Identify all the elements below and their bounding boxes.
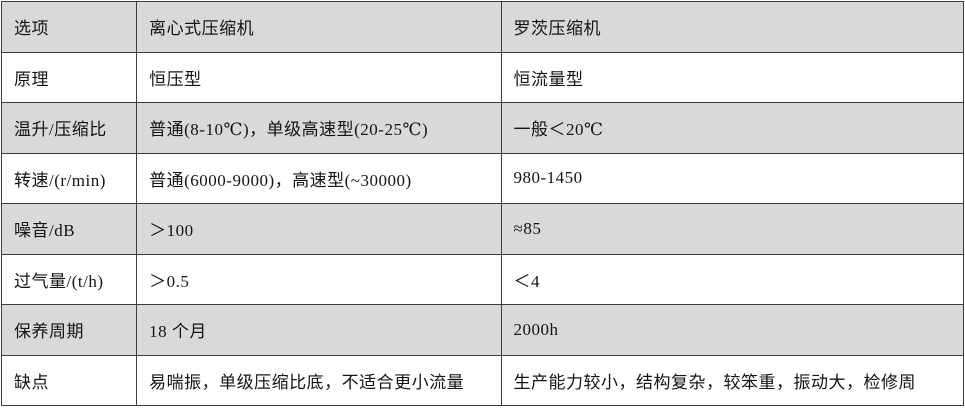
table-row-maintenance: 保养周期 18 个月 2000h — [0, 304, 964, 356]
row-label: 噪音/dB — [0, 203, 138, 255]
table-row-drawbacks: 缺点 易喘振，单级压缩比底，不适合更小流量 生产能力较小，结构复杂，较笨重，振动… — [0, 354, 964, 406]
cell-centrifugal: ＞0.5 — [136, 253, 502, 305]
row-label: 保养周期 — [0, 304, 138, 356]
cell-centrifugal: 18 个月 — [136, 304, 502, 356]
table-row-noise: 噪音/dB ＞100 ≈85 — [0, 203, 964, 255]
header-cell-option: 选项 — [0, 1, 138, 53]
row-label: 温升/压缩比 — [0, 102, 138, 154]
cell-centrifugal: 普通(8-10℃)，单级高速型(20-25℃) — [136, 102, 502, 154]
cell-roots: 一般＜20℃ — [500, 102, 964, 154]
cell-roots: ≈85 — [500, 203, 964, 255]
row-label: 原理 — [0, 51, 138, 103]
cell-centrifugal: 恒压型 — [136, 51, 502, 103]
table-header-row: 选项 离心式压缩机 罗茨压缩机 — [0, 1, 964, 53]
cell-roots: 恒流量型 — [500, 51, 964, 103]
row-label: 转速/(r/min) — [0, 152, 138, 204]
cell-centrifugal: 易喘振，单级压缩比底，不适合更小流量 — [136, 354, 502, 406]
cell-centrifugal: 普通(6000-9000)，高速型(~30000) — [136, 152, 502, 204]
cell-roots: 生产能力较小，结构复杂，较笨重，振动大，检修周 — [500, 354, 964, 406]
table-row-gas-flow: 过气量/(t/h) ＞0.5 ＜4 — [0, 253, 964, 305]
cell-roots: 980-1450 — [500, 152, 964, 204]
row-label: 缺点 — [0, 354, 138, 406]
cell-centrifugal: ＞100 — [136, 203, 502, 255]
table-row-principle: 原理 恒压型 恒流量型 — [0, 51, 964, 103]
cell-roots: ＜4 — [500, 253, 964, 305]
table-row-speed: 转速/(r/min) 普通(6000-9000)，高速型(~30000) 980… — [0, 152, 964, 204]
table-row-temp-rise: 温升/压缩比 普通(8-10℃)，单级高速型(20-25℃) 一般＜20℃ — [0, 102, 964, 154]
header-cell-roots: 罗茨压缩机 — [500, 1, 964, 53]
row-label: 过气量/(t/h) — [0, 253, 138, 305]
cell-roots: 2000h — [500, 304, 964, 356]
header-cell-centrifugal: 离心式压缩机 — [136, 1, 502, 53]
